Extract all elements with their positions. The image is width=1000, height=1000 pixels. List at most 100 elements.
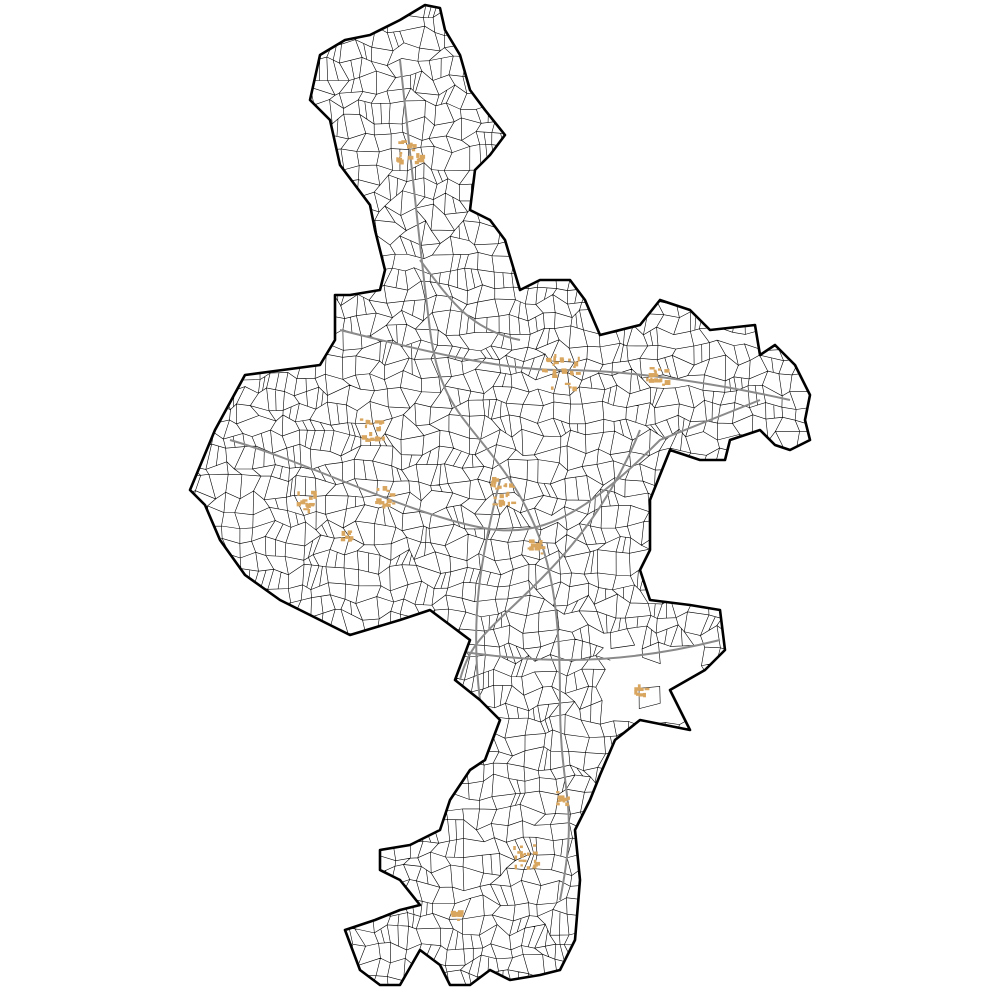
building (370, 437, 375, 441)
building (654, 378, 659, 383)
building (517, 851, 523, 854)
building (634, 690, 638, 695)
building (569, 386, 572, 389)
building (504, 483, 508, 488)
building (526, 866, 530, 870)
building (495, 487, 500, 490)
building (522, 859, 527, 863)
building (553, 361, 559, 365)
building (648, 373, 655, 378)
building (520, 864, 523, 867)
building (369, 431, 373, 437)
building (381, 501, 385, 505)
building (387, 498, 391, 502)
building (536, 543, 540, 546)
building (386, 489, 390, 492)
building (412, 144, 417, 148)
building (305, 502, 308, 507)
building (533, 844, 537, 847)
building (407, 155, 414, 160)
building (570, 372, 574, 376)
building (653, 373, 659, 377)
building (658, 368, 662, 371)
building (410, 142, 413, 147)
road (419, 259, 521, 341)
building (554, 354, 557, 358)
road (399, 59, 570, 901)
building (561, 368, 567, 371)
building (511, 501, 517, 505)
building (392, 502, 396, 505)
building (518, 859, 524, 862)
building (492, 503, 499, 506)
building (341, 530, 346, 536)
building (519, 853, 524, 858)
building (532, 851, 538, 855)
building (382, 503, 386, 509)
building (375, 436, 379, 441)
building (345, 535, 350, 539)
building (523, 852, 527, 856)
building (539, 540, 543, 545)
building (561, 797, 568, 802)
building (519, 845, 523, 849)
building (560, 358, 565, 363)
building (540, 552, 544, 555)
building (550, 386, 554, 390)
road (459, 429, 641, 681)
building (664, 369, 670, 373)
building (552, 371, 557, 375)
building (568, 358, 571, 362)
building (534, 546, 541, 551)
building (507, 501, 511, 507)
building (527, 547, 533, 550)
building (552, 369, 557, 373)
road (475, 479, 501, 701)
building (303, 508, 310, 511)
building (509, 483, 513, 488)
building (349, 536, 354, 541)
building (575, 371, 581, 375)
building (564, 382, 571, 386)
building (347, 530, 353, 533)
building (399, 154, 402, 157)
building (455, 911, 459, 917)
building (399, 151, 403, 155)
building (532, 866, 537, 869)
building (376, 487, 380, 491)
building (498, 503, 503, 507)
building (359, 418, 364, 421)
building (542, 368, 547, 373)
building (644, 687, 650, 691)
building (526, 852, 530, 856)
building (493, 483, 496, 488)
building (378, 426, 382, 431)
building (296, 502, 301, 507)
building (556, 802, 560, 806)
building (457, 918, 460, 922)
building (653, 369, 657, 372)
building (638, 693, 645, 697)
building (662, 383, 665, 386)
building (573, 365, 576, 369)
building (362, 436, 366, 440)
building (407, 144, 411, 149)
building (553, 358, 556, 362)
building (365, 420, 371, 424)
building (561, 795, 564, 799)
building (494, 478, 500, 482)
building (401, 140, 408, 143)
building (381, 436, 385, 441)
building (457, 910, 464, 915)
building (650, 377, 653, 382)
building-layer (296, 140, 671, 922)
building (654, 370, 657, 375)
building (364, 424, 368, 429)
building (493, 496, 497, 500)
building (635, 692, 640, 696)
building (561, 369, 568, 374)
building (514, 864, 517, 870)
building (313, 494, 317, 499)
building (539, 546, 546, 550)
